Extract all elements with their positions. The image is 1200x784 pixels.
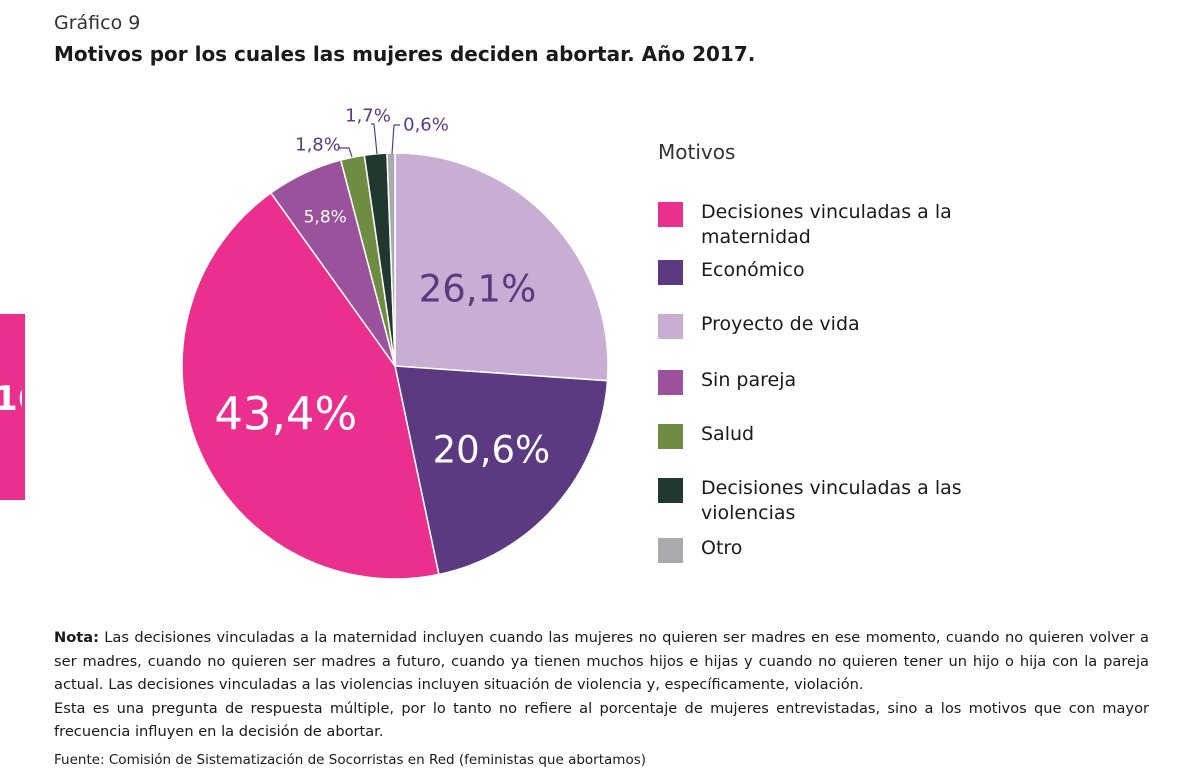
legend-item-proyecto-de-vida: Proyecto de vida [658, 312, 988, 339]
legend-swatch [658, 424, 683, 449]
side-page-tab [0, 314, 25, 500]
legend-label: Económico [701, 259, 805, 281]
pie-label-decisiones-vinculadas-a-las-violencias: 1,7% [345, 106, 391, 127]
legend-label: Proyecto de vida [701, 313, 860, 335]
pie-label-decisiones-vinculadas-a-la-maternidad: 43,4% [214, 388, 357, 441]
legend-label: Sin pareja [701, 369, 797, 391]
note-paragraph-2: Esta es una pregunta de respuesta múltip… [54, 699, 1149, 741]
chart-title: Motivos por los cuales las mujeres decid… [54, 42, 756, 66]
legend-label: Decisiones vinculadas a las violencias [701, 477, 962, 524]
legend-item-otro: Otro [658, 536, 988, 563]
chart-source: Fuente: Comisión de Sistematización de S… [54, 752, 647, 768]
pie-label-otro: 0,6% [403, 115, 449, 136]
note-text-1: Las decisiones vinculadas a la maternida… [54, 629, 1149, 693]
note-lead: Nota: [54, 629, 99, 646]
legend-title: Motivos [658, 140, 736, 164]
legend-swatch [658, 370, 683, 395]
legend-label: Salud [701, 423, 755, 445]
pie-chart: 26,1% 20,6% 43,4% 5,8% 1,8%1,7% 0,6% [181, 106, 609, 580]
legend-swatch [658, 478, 683, 503]
legend-swatch [658, 202, 683, 227]
pie-label-sin-pareja: 5,8% [304, 208, 347, 228]
chart-note: Nota: Las decisiones vinculadas a la mat… [54, 626, 1149, 744]
pie-label-economico: 20,6% [433, 428, 551, 471]
pie-leader-line-otro [391, 124, 400, 155]
pie-slice-otro [386, 152, 396, 367]
legend-label: Otro [701, 537, 743, 559]
pie-slice-economico [394, 365, 609, 576]
pie-leader-line-decisiones-vinculadas-a-las-violencias [371, 123, 378, 155]
side-page-number: 16 [0, 384, 22, 414]
pie-leader-line-salud [338, 147, 353, 158]
legend-item-decisiones-vinculadas-a-la-maternidad: Decisiones vinculadas a la maternidad [658, 200, 988, 250]
pie-slice-decisiones-vinculadas-a-la-maternidad [181, 191, 440, 580]
legend-swatch [658, 538, 683, 563]
legend-item-salud: Salud [658, 422, 988, 449]
legend-item-decisiones-vinculadas-a-las-violencias: Decisiones vinculadas a las violencias [658, 476, 988, 526]
legend-item-sin-pareja: Sin pareja [658, 368, 988, 395]
pie-slice-proyecto-de-vida [394, 152, 609, 382]
pie-label-proyecto-de-vida: 26,1% [419, 268, 537, 311]
legend-label: Decisiones vinculadas a la maternidad [701, 201, 952, 248]
chart-kicker: Gráfico 9 [54, 12, 141, 34]
pie-label-salud: 1,8% [295, 135, 341, 156]
note-paragraph-1: Nota: Las decisiones vinculadas a la mat… [54, 626, 1149, 697]
legend-item-economico: Económico [658, 258, 988, 285]
legend: Motivos Decisiones vinculadas a la mater… [658, 140, 988, 563]
legend-swatch [658, 260, 683, 285]
legend-swatch [658, 314, 683, 339]
